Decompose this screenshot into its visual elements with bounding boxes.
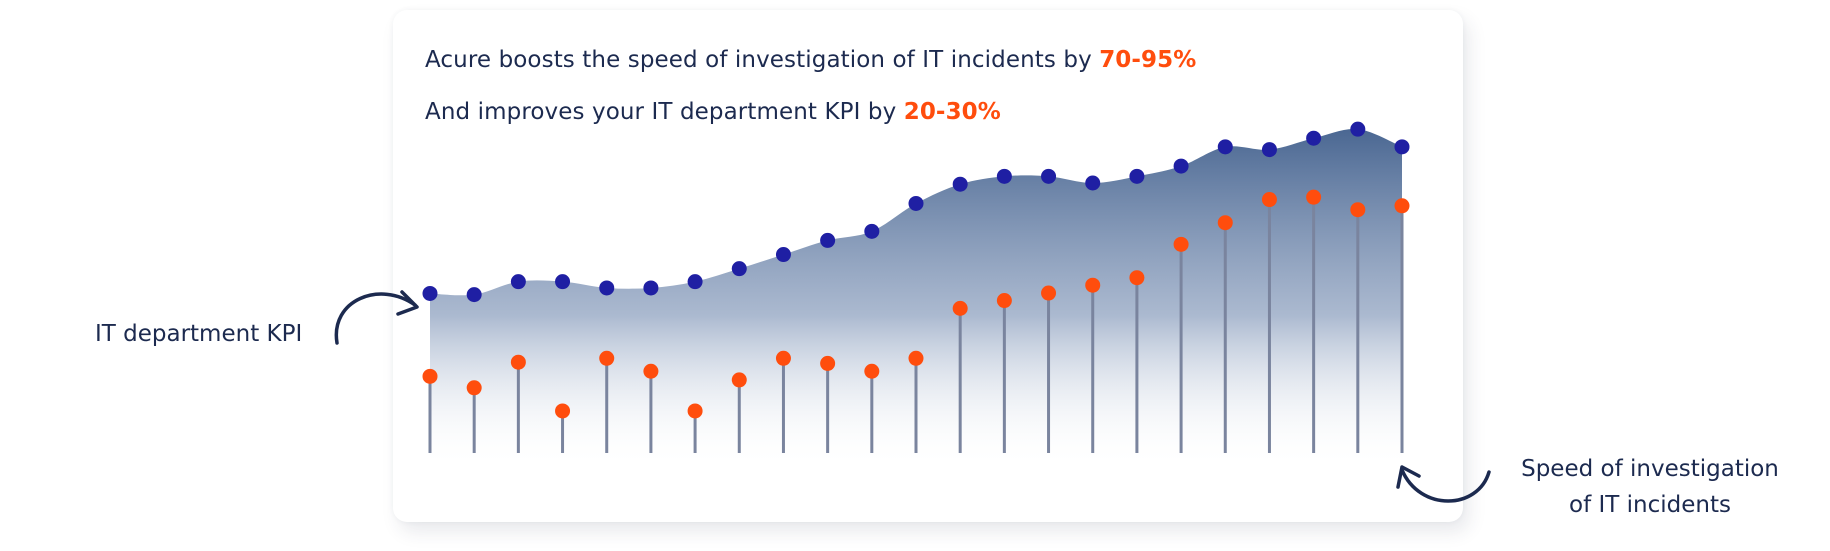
headline-kpi-accent: 20-30% <box>903 99 1001 125</box>
speed-point <box>1041 285 1057 301</box>
headline-kpi-text: And improves your IT department KPI by <box>425 99 904 125</box>
speed-point <box>908 350 924 366</box>
speed-point <box>422 368 438 384</box>
kpi-area-layer <box>430 128 1402 468</box>
kpi-arrowhead-icon <box>396 290 419 316</box>
dots-layer <box>422 121 1410 419</box>
kpi-point <box>1217 139 1233 155</box>
kpi-point <box>422 285 438 301</box>
kpi-point <box>775 247 791 263</box>
kpi-point <box>864 223 880 239</box>
kpi-point <box>599 280 615 296</box>
speed-point <box>1261 192 1277 208</box>
kpi-point <box>1394 139 1410 155</box>
speed-point <box>1306 189 1322 205</box>
kpi-area <box>430 128 1402 468</box>
kpi-point <box>555 274 571 290</box>
kpi-point <box>687 274 703 290</box>
kpi-point <box>643 280 659 296</box>
kpi-point <box>466 287 482 303</box>
speed-point <box>555 403 571 419</box>
arrows-layer <box>334 290 1491 503</box>
speed-point <box>599 350 615 366</box>
kpi-point <box>510 274 526 290</box>
speed-point <box>775 350 791 366</box>
speed-point <box>1350 202 1366 218</box>
kpi-point <box>731 261 747 277</box>
speed-point <box>1217 215 1233 231</box>
headline-kpi: And improves your IT department KPI by 2… <box>425 99 1001 125</box>
kpi-point <box>1085 175 1101 191</box>
speed-point <box>820 355 836 371</box>
headline-speed-text: Acure boosts the speed of investigation … <box>425 47 1100 73</box>
speed-arrowhead-icon <box>1396 465 1421 489</box>
kpi-point <box>1129 168 1145 184</box>
speed-point <box>952 300 968 316</box>
kpi-point <box>1306 130 1322 146</box>
headline-speed: Acure boosts the speed of investigation … <box>425 47 1196 73</box>
speed-series-label-line1: Speed of investigation <box>1521 456 1779 482</box>
kpi-point <box>1041 168 1057 184</box>
kpi-point <box>820 232 836 248</box>
speed-series-label: Speed of investigation of IT incidents <box>1500 451 1800 523</box>
kpi-point <box>996 168 1012 184</box>
speed-point <box>1129 270 1145 286</box>
kpi-point <box>1261 142 1277 158</box>
speed-point <box>731 372 747 388</box>
speed-point <box>1173 236 1189 252</box>
kpi-point <box>908 195 924 211</box>
speed-point <box>1394 198 1410 214</box>
speed-point <box>1085 277 1101 293</box>
speed-point <box>510 354 526 370</box>
speed-point <box>466 380 482 396</box>
speed-point <box>687 403 703 419</box>
kpi-arrow-icon <box>334 292 417 345</box>
speed-series-label-line2: of IT incidents <box>1569 492 1731 518</box>
kpi-point <box>1350 121 1366 137</box>
speed-point <box>864 363 880 379</box>
kpi-point <box>952 176 968 192</box>
speed-point <box>643 363 659 379</box>
speed-point <box>996 293 1012 309</box>
kpi-series-label: IT department KPI <box>95 321 303 347</box>
speed-arrow-icon <box>1400 468 1491 503</box>
kpi-point <box>1173 158 1189 174</box>
headline-speed-accent: 70-95% <box>1099 47 1197 73</box>
speed-stems-layer <box>428 197 1404 453</box>
